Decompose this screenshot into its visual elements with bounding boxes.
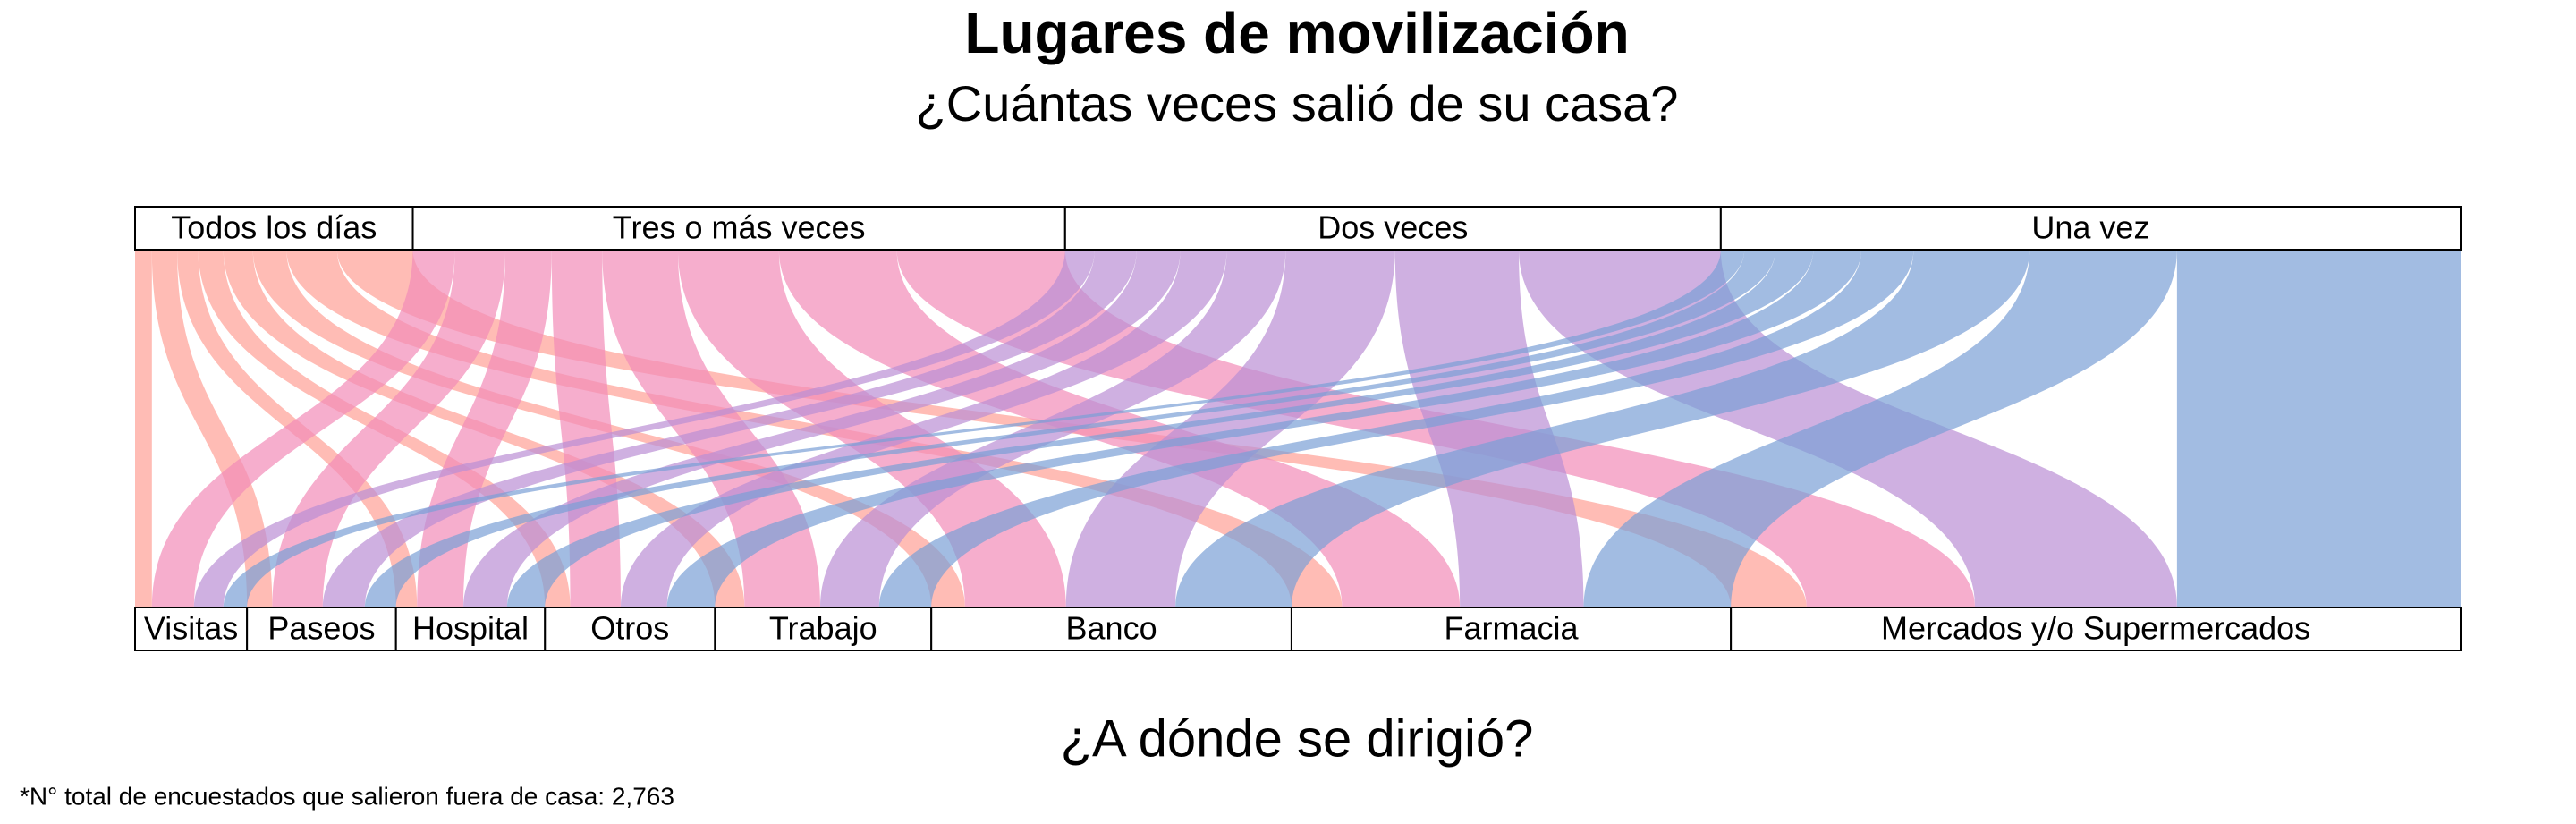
x-tick-label: Mercados y/o Supermercados [1881, 610, 2310, 647]
flow [1175, 250, 2030, 607]
target-node [246, 607, 397, 651]
source-node [411, 206, 1066, 251]
flow [193, 250, 1095, 607]
target-node [544, 607, 716, 651]
flow [666, 250, 1862, 607]
legend-label: Tres o más veces [613, 209, 866, 246]
flow [272, 250, 506, 607]
x-tick-label: Banco [1066, 610, 1157, 647]
x-tick-label: Visitas [144, 610, 238, 647]
flow [151, 250, 455, 607]
legend-label: Dos veces [1318, 209, 1468, 246]
flow [506, 250, 1814, 607]
footnote: *N° total de encuestados que salieron fu… [20, 782, 674, 810]
flow [135, 250, 152, 607]
flow [1394, 250, 1584, 607]
target-node [930, 607, 1292, 651]
flow [2176, 250, 2461, 607]
flow [677, 250, 1066, 607]
x-tick-label: Paseos [267, 610, 375, 647]
target-node [1730, 607, 2462, 651]
flow [223, 250, 1745, 607]
x-tick-label: Hospital [412, 610, 529, 647]
flow [364, 250, 1776, 607]
x-tick-label: Trabajo [769, 610, 877, 647]
flow [151, 250, 273, 607]
source-node [1719, 206, 2462, 251]
chart-title: Lugares de movilización [964, 1, 1629, 65]
x-tick-label: Otros [590, 610, 669, 647]
flow [1065, 250, 1395, 607]
x-tick-label: Farmacia [1445, 610, 1580, 647]
x-axis-label: ¿A dónde se dirigió? [1061, 709, 1534, 768]
flow [620, 250, 1227, 607]
flow [462, 250, 1181, 607]
chart-subtitle: ¿Cuántas veces salió de su casa? [916, 75, 1679, 132]
flow [322, 250, 1137, 607]
flow [417, 250, 552, 607]
legend-label: Una vez [2031, 209, 2149, 246]
flow [819, 250, 1286, 607]
flow [1583, 250, 2177, 607]
legend-label: Todos los días [171, 209, 377, 246]
flow [878, 250, 1914, 607]
flows [135, 250, 2461, 607]
